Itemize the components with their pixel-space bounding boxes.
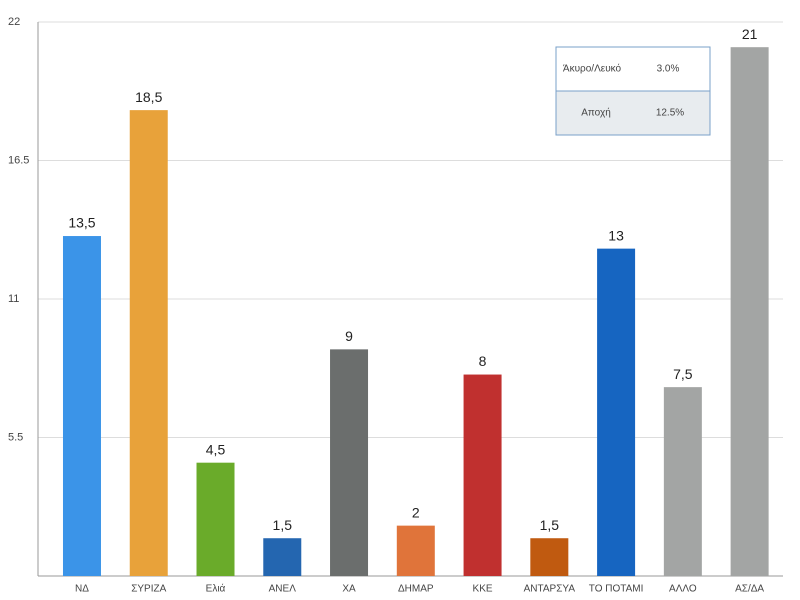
x-tick-label: ΑΝΕΛ [269, 584, 297, 595]
y-tick-label: 5.5 [8, 431, 23, 443]
inset-cell: 12.5% [656, 108, 684, 119]
bar [463, 374, 502, 576]
bar [330, 349, 369, 576]
inset-row [555, 90, 711, 136]
inset-cell: 3.0% [657, 64, 680, 75]
value-label: 4,5 [206, 441, 226, 457]
inset-table: Άκυρο/Λευκό 3.0% Αποχή 12.5% [555, 46, 711, 136]
y-tick-label: 11 [8, 293, 19, 305]
value-label: 9 [345, 328, 353, 344]
x-tick-label: ΑΝΤΑΡΣΥΑ [524, 584, 576, 595]
bar [663, 387, 702, 576]
x-tick-label: ΔΗΜΑΡ [398, 584, 434, 595]
value-label: 8 [479, 353, 487, 369]
inset-cell: Άκυρο/Λευκό [563, 63, 622, 75]
value-label: 2 [412, 504, 420, 520]
x-tick-label: ΝΔ [75, 584, 89, 595]
x-tick-label: ΚΚΕ [473, 584, 493, 595]
bar [263, 538, 302, 576]
bar [396, 525, 435, 576]
inset-cell: Αποχή [581, 107, 611, 119]
x-tick-label: ΑΣ/ΔΑ [735, 584, 764, 595]
x-tick-label: ΤΟ ΠΟΤΑΜΙ [589, 584, 644, 595]
value-label: 7,5 [673, 366, 693, 382]
value-label: 1,5 [273, 517, 293, 533]
bar [597, 248, 636, 577]
bar [129, 110, 168, 577]
x-tick-label: ΑΛΛΟ [669, 584, 697, 595]
bar [196, 462, 235, 576]
x-tick-label: ΣΥΡΙΖΑ [131, 584, 166, 595]
value-label: 13 [608, 227, 624, 243]
value-label: 13,5 [68, 215, 95, 231]
bar [62, 236, 101, 576]
bar [730, 47, 769, 576]
value-label: 1,5 [540, 517, 560, 533]
x-tick-label: ΧΑ [342, 584, 356, 595]
bar [530, 538, 569, 576]
y-tick-label: 16.5 [8, 154, 29, 166]
y-tick-label: 22 [8, 16, 20, 28]
inset-row [555, 46, 711, 92]
value-label: 18,5 [135, 89, 162, 105]
x-tick-label: Ελιά [206, 583, 226, 595]
value-label: 21 [742, 26, 758, 42]
